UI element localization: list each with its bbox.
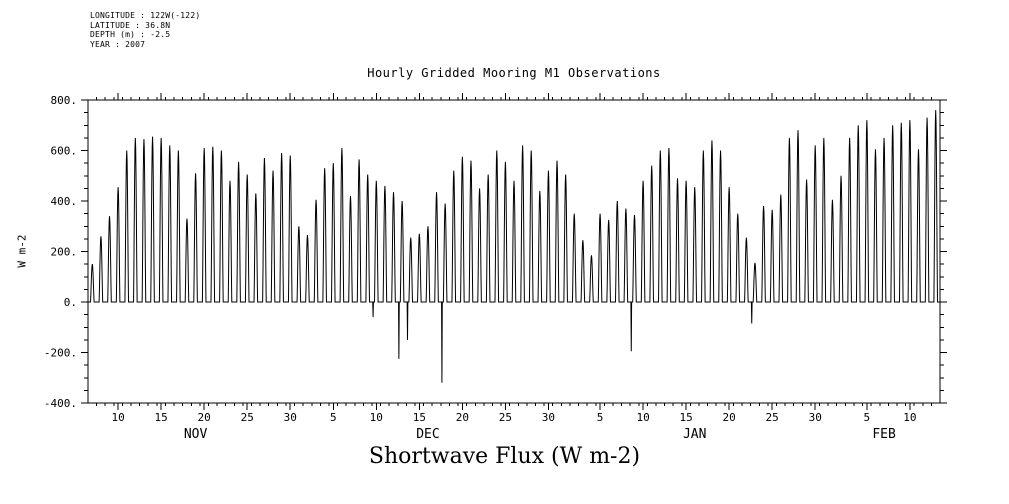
y-tick-label: 800.	[51, 94, 78, 107]
plot-title: Hourly Gridded Mooring M1 Observations	[367, 66, 661, 80]
x-tick-label: 15	[413, 411, 426, 424]
plot-frame	[87, 99, 941, 404]
x-tick-label: 20	[723, 411, 736, 424]
x-tick-label: 10	[903, 411, 916, 424]
x-tick-label: 30	[542, 411, 555, 424]
metadata-latitude: LATITUDE : 36.8N	[90, 20, 171, 30]
x-tick-label: 25	[766, 411, 779, 424]
x-tick-label: 25	[499, 411, 512, 424]
y-tick-label: -200.	[44, 347, 77, 360]
x-tick-label: 25	[241, 411, 254, 424]
month-label: NOV	[184, 427, 208, 442]
x-tick-label: 10	[370, 411, 383, 424]
x-tick-label: 30	[809, 411, 822, 424]
x-tick-label: 5	[864, 411, 871, 424]
y-tick-label: -400.	[44, 397, 77, 410]
x-tick-label: 20	[198, 411, 211, 424]
x-tick-label: 15	[679, 411, 692, 424]
y-tick-label: 0.	[64, 296, 77, 309]
month-label: FEB	[872, 427, 896, 442]
month-label: JAN	[683, 427, 706, 442]
x-tick-label: 30	[284, 411, 297, 424]
x-tick-label: 5	[597, 411, 604, 424]
x-tick-label: 15	[155, 411, 168, 424]
x-tick-label: 10	[636, 411, 649, 424]
metadata-longitude: LONGITUDE : 122W(-122)	[90, 11, 201, 20]
y-tick-label: 400.	[51, 195, 78, 208]
flux-series-line	[88, 110, 940, 383]
metadata-year: YEAR : 2007	[90, 39, 146, 49]
metadata-depth: DEPTH (m) : -2.5	[90, 30, 171, 39]
x-tick-label: 10	[111, 411, 124, 424]
x-tick-label: 20	[456, 411, 469, 424]
month-label: DEC	[416, 427, 439, 442]
y-tick-label: 200.	[51, 246, 78, 259]
station-metadata: LONGITUDE : 122W(-122) LATITUDE : 36.8N …	[90, 11, 200, 49]
y-tick-label: 600.	[51, 145, 78, 158]
x-tick-label: 5	[330, 411, 337, 424]
chart-caption: Shortwave Flux (W m-2)	[368, 444, 641, 469]
